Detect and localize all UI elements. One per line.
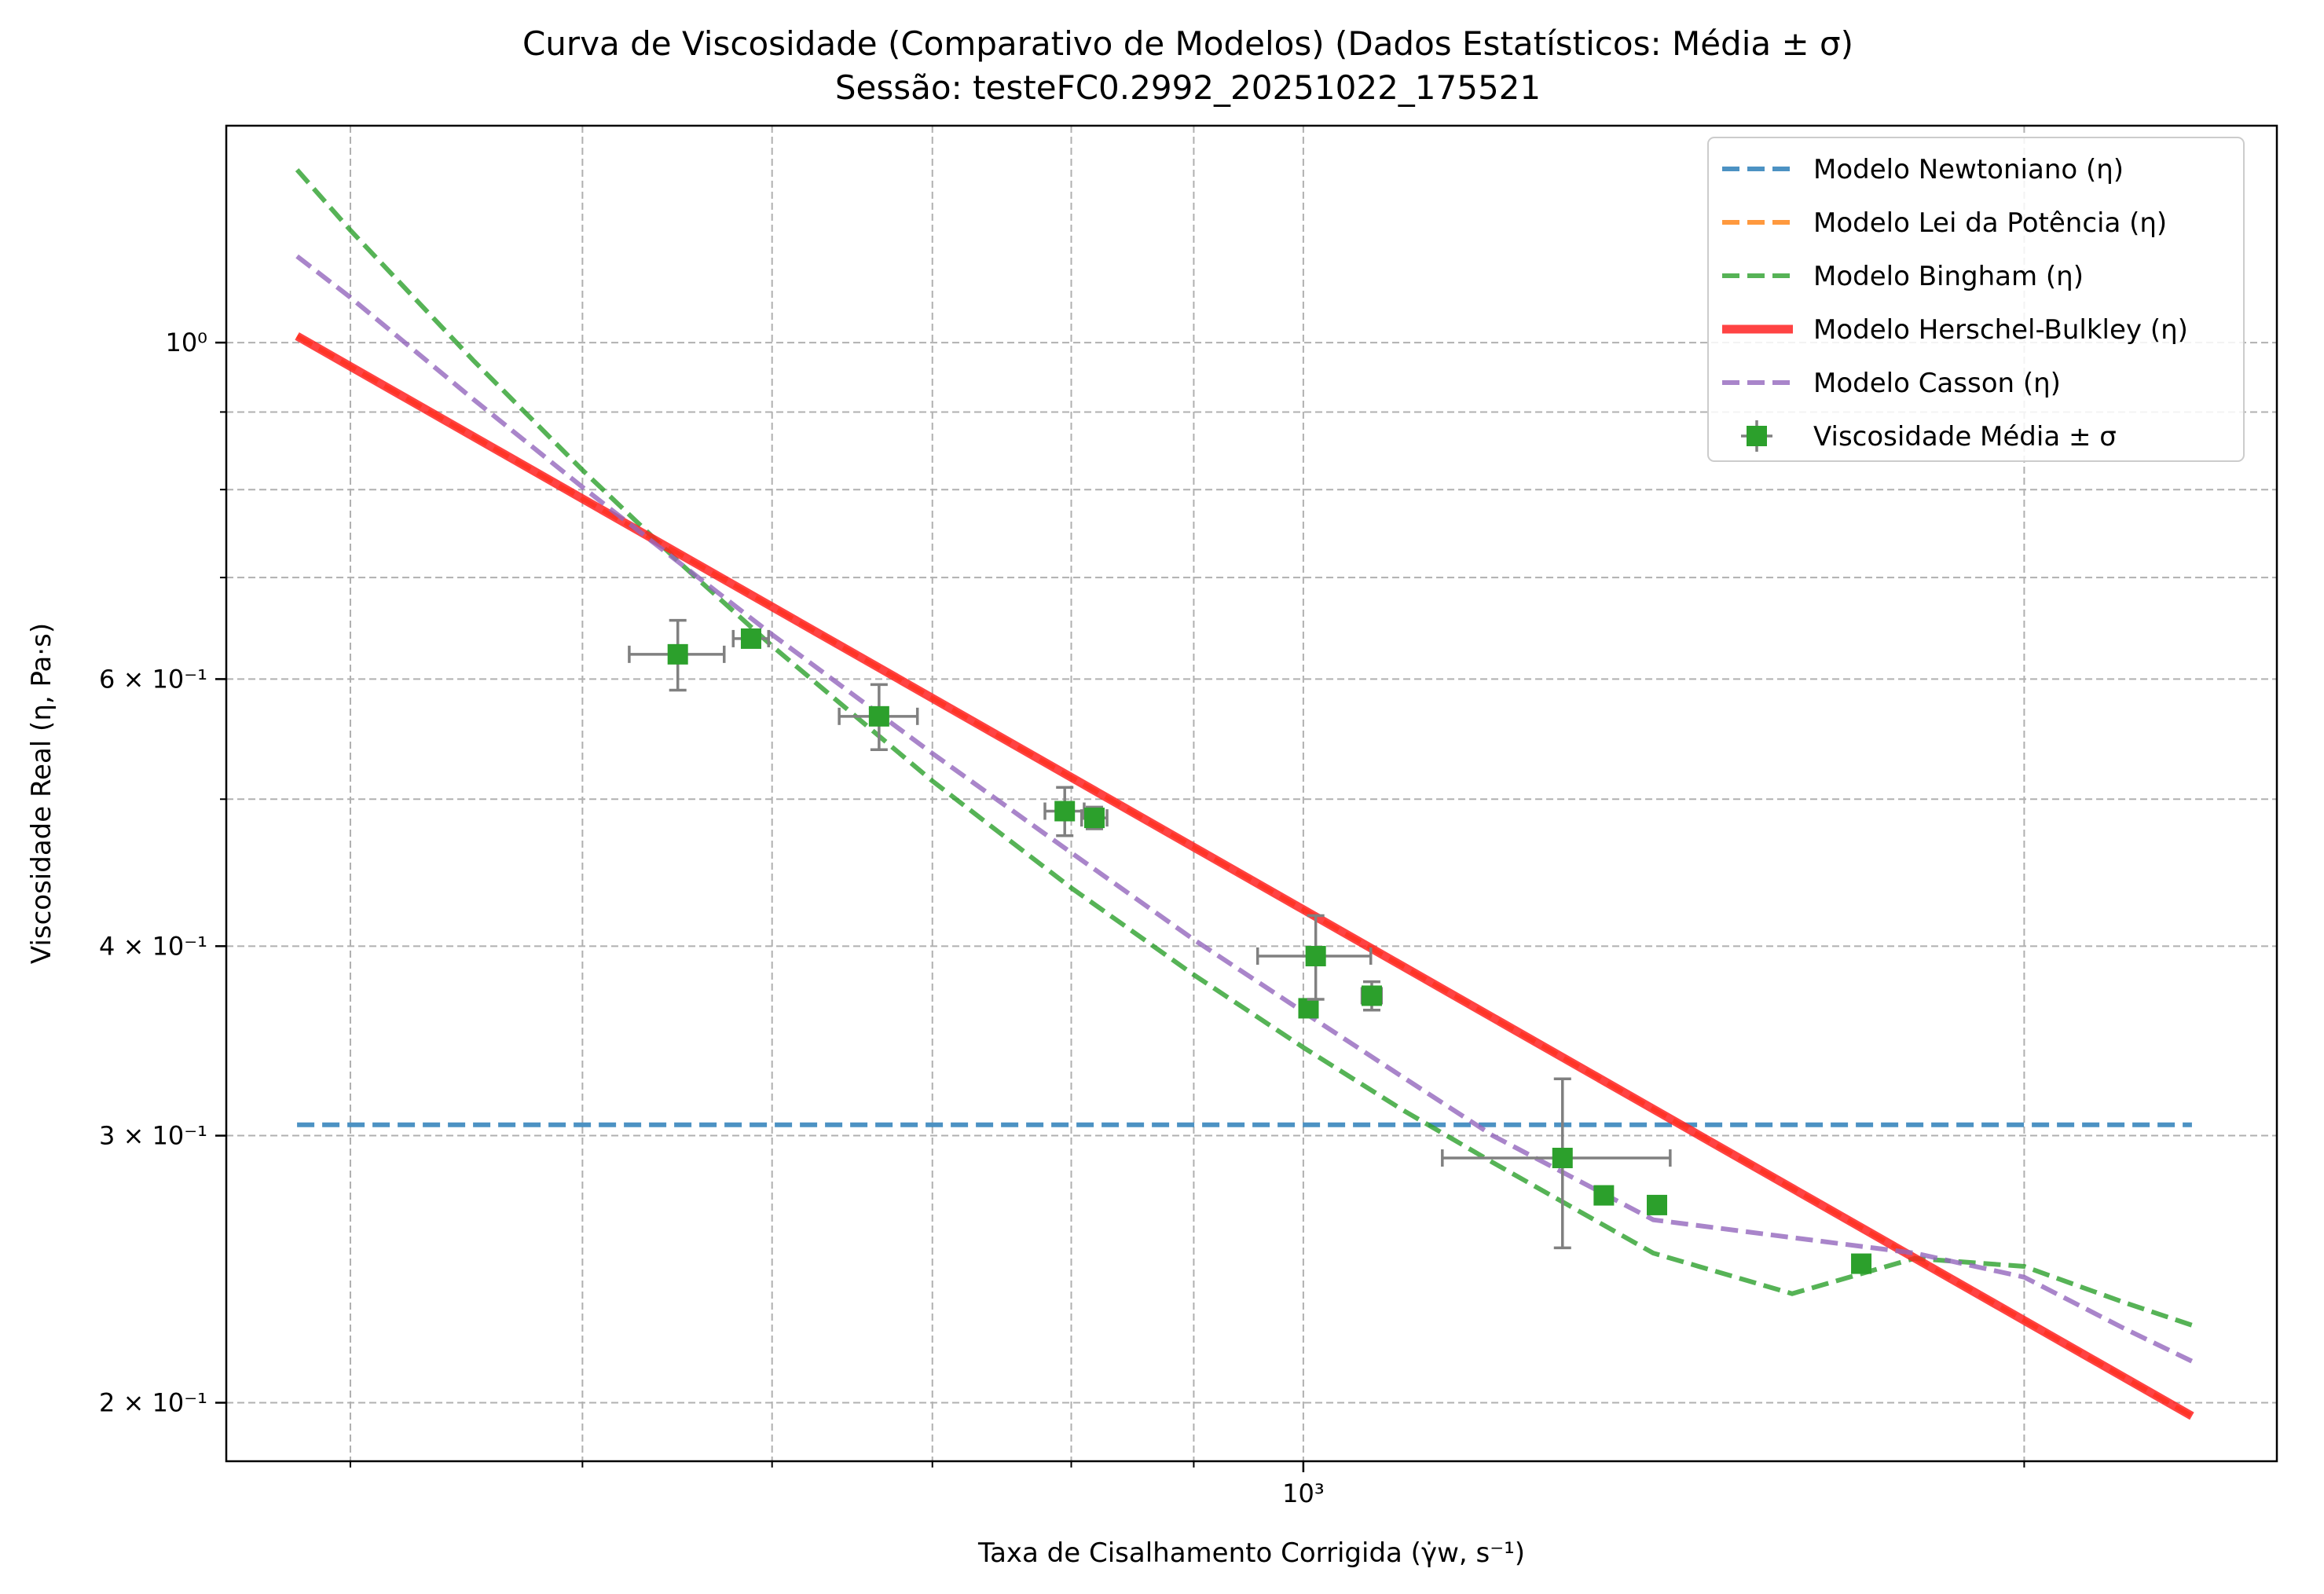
- axis-ticks: 10³ 10⁰ 6 × 10⁻¹ 4 × 10⁻¹ 3 × 10⁻¹ 2 × 10⁻¹: [99, 328, 2025, 1508]
- legend: Modelo Newtoniano (η) Modelo Lei da Potên…: [1707, 137, 2245, 462]
- chart-subtitle: Sessão: testeFC0.2992_20251022_175521: [835, 68, 1541, 107]
- legend-entry-label: Modelo Herschel-Bulkley (η): [1813, 314, 2188, 346]
- data-point-marker: [1646, 1194, 1667, 1215]
- data-point-marker: [1361, 985, 1382, 1006]
- legend-entries: Modelo Newtoniano (η) Modelo Lei da Potên…: [1722, 154, 2188, 453]
- chart-title: Curva de Viscosidade (Comparativo de Mod…: [522, 24, 1853, 63]
- y-axis-label: Viscosidade Real (η, Pa·s): [26, 623, 57, 964]
- legend-entry-label: Modelo Bingham (η): [1813, 261, 2084, 292]
- data-point-marker: [1851, 1253, 1872, 1274]
- series-line-modelo-casson: [295, 254, 2194, 1364]
- y-tick-label: 10⁰: [165, 328, 207, 357]
- legend-entry-label: Modelo Casson (η): [1813, 368, 2061, 399]
- data-point-marker: [667, 643, 688, 665]
- data-point-marker: [1305, 946, 1326, 967]
- data-point-marker: [1083, 808, 1105, 829]
- data-point-marker: [1552, 1147, 1573, 1168]
- data-point-marker: [740, 628, 761, 649]
- series-line-modelo-bingham: [295, 168, 2193, 1328]
- legend-swatch-marker: [1747, 426, 1767, 446]
- legend-entry-label: Modelo Lei da Potência (η): [1813, 207, 2167, 239]
- legend-box: [1707, 137, 2245, 462]
- data-point-marker: [1054, 801, 1076, 822]
- plot-area-frame: [225, 124, 2278, 1463]
- legend-entry-label: Viscosidade Média ± σ: [1813, 421, 2117, 453]
- data-points: [628, 618, 1872, 1274]
- x-tick-label: 10³: [1282, 1479, 1325, 1508]
- data-point-marker: [1298, 998, 1319, 1019]
- legend-entry-label: Modelo Newtoniano (η): [1813, 154, 2124, 185]
- series-line-modelo-herschel-bulkley: [295, 332, 2194, 1420]
- data-point-marker: [868, 705, 889, 727]
- y-tick-label: 4 × 10⁻¹: [99, 931, 207, 961]
- x-axis-label: Taxa de Cisalhamento Corrigida (γ̇w, s⁻¹…: [977, 1537, 1525, 1569]
- data-point-marker: [1593, 1185, 1615, 1206]
- y-tick-label: 2 × 10⁻¹: [99, 1388, 207, 1418]
- model-curves: [295, 168, 2194, 1420]
- y-tick-label: 3 × 10⁻¹: [99, 1121, 207, 1151]
- y-tick-label: 6 × 10⁻¹: [99, 664, 207, 694]
